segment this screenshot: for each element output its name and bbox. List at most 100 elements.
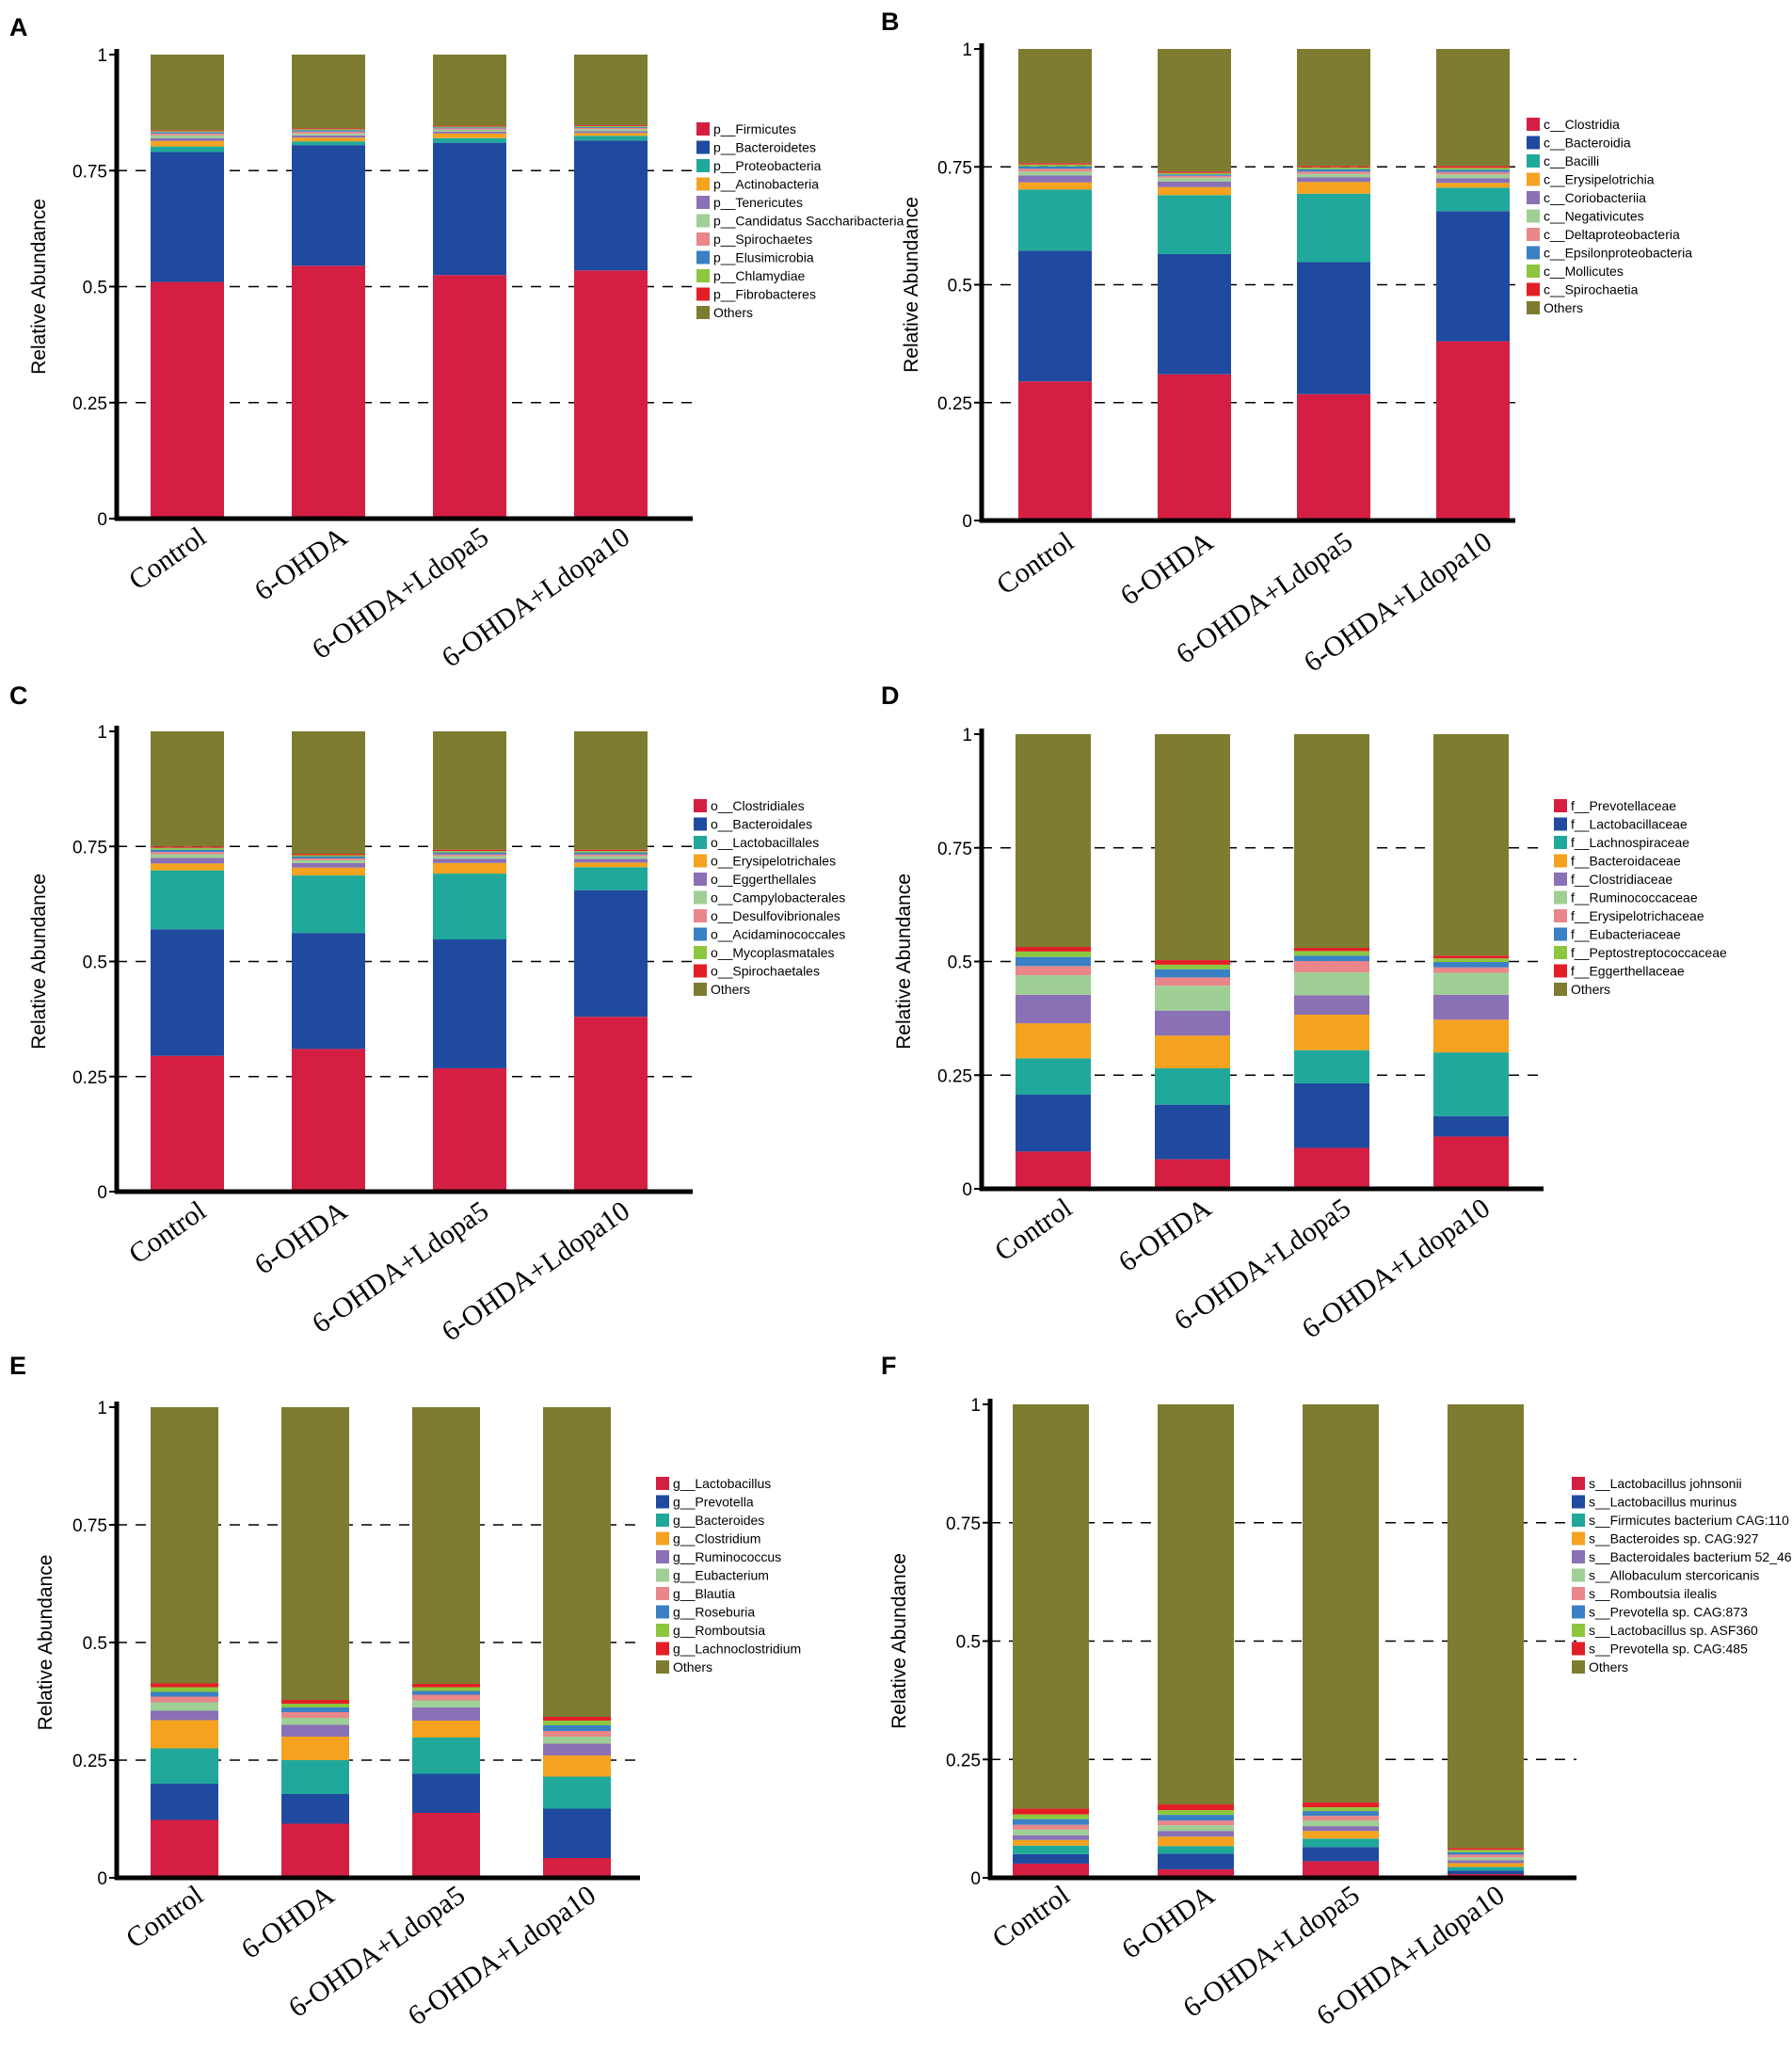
bar-segment: [1013, 1835, 1089, 1840]
bar-segment: [292, 55, 365, 129]
bar-segment: [1294, 1050, 1369, 1083]
bar-segment: [151, 137, 224, 141]
y-tick-label: 0.25: [72, 1068, 107, 1088]
bar-segment: [151, 731, 224, 847]
legend-label: s__Allobaculum stercoricanis: [1589, 1568, 1759, 1583]
bar-segment: [151, 130, 224, 132]
legend-swatch: [656, 1587, 669, 1600]
legend-label: o__Campylobacterales: [711, 890, 845, 905]
legend-label: c__Mollicutes: [1544, 264, 1624, 279]
legend-swatch: [1527, 264, 1540, 278]
x-tick-label: 6-OHDA: [1115, 526, 1220, 612]
legend-label: Others: [713, 305, 753, 320]
bar-segment: [281, 1823, 349, 1878]
bar-segment: [1158, 1831, 1234, 1837]
bar-segment: [574, 136, 648, 141]
bar-segment: [292, 1049, 365, 1192]
legend-swatch: [1527, 154, 1540, 168]
legend-label: s__Lactobacillus sp. ASF360: [1589, 1623, 1758, 1638]
legend-swatch: [694, 946, 707, 959]
legend-label: f__Bacteroidaceae: [1571, 854, 1681, 869]
panel-a: A 0 0.25 0.5 0.75 1 Relative Abundance Control 6…: [9, 13, 904, 674]
legend-label: o__Desulfovibrionales: [711, 908, 840, 923]
bar-segment: [292, 129, 365, 131]
bar-segment: [151, 1683, 218, 1688]
bar-segment: [1433, 1052, 1509, 1116]
bar-segment: [292, 131, 365, 134]
bar-segment: [292, 855, 365, 857]
legend-swatch: [694, 983, 707, 996]
bar-segment: [151, 1748, 218, 1784]
bar-segment: [1018, 164, 1092, 167]
bar-segment: [1297, 166, 1370, 168]
bar-segment: [151, 1819, 218, 1878]
bar-segment: [1018, 381, 1092, 521]
bar-segment: [151, 854, 224, 858]
bar-segment: [1155, 1159, 1230, 1189]
legend-swatch: [696, 214, 710, 228]
bar-segment: [1155, 964, 1230, 969]
bar-segment: [1155, 1104, 1230, 1160]
bar-segment: [1294, 1147, 1369, 1189]
legend-swatch: [1554, 927, 1567, 941]
bar-segment: [151, 1702, 218, 1711]
bar-segment: [1303, 1826, 1379, 1832]
legend-swatch: [656, 1531, 669, 1546]
legend-label: o__Mycoplasmatales: [711, 945, 835, 960]
legend: p__Firmicutes p__Bacteroidetes p__Proteoba…: [696, 121, 904, 320]
bar-segment: [151, 281, 224, 519]
bar-segment: [1016, 956, 1091, 967]
bar-segment: [151, 135, 224, 138]
y-tick-label: 0: [970, 1869, 981, 1889]
bar-segment: [543, 1858, 611, 1878]
y-tick-label: 0: [962, 1180, 972, 1200]
bar-segment: [1433, 1136, 1509, 1189]
bar-segment: [1158, 175, 1231, 178]
legend-swatch: [656, 1624, 669, 1637]
bar-segment: [151, 1710, 218, 1721]
bar-segment: [292, 857, 365, 860]
bar-segment: [1448, 1850, 1524, 1852]
bar-segment: [433, 939, 506, 1068]
y-tick-label: 0: [97, 510, 107, 530]
panel-letter: F: [881, 1352, 897, 1380]
bar-segment: [412, 1721, 480, 1738]
bar-segment: [543, 1743, 611, 1755]
bar-segment: [433, 275, 506, 519]
bar-segment: [433, 128, 506, 130]
bar-segment: [1158, 253, 1231, 375]
bar-segment: [1297, 171, 1370, 174]
legend-label: s__Bacteroidales bacterium 52_46: [1589, 1549, 1792, 1564]
bar-segment: [1294, 961, 1369, 973]
bar-segment: [151, 55, 224, 131]
y-tick-label: 0.5: [83, 953, 107, 973]
bar-segment: [543, 1737, 611, 1744]
legend-label: p__Chlamydiae: [713, 268, 805, 283]
bar-segment: [1448, 1851, 1524, 1855]
bar-segment: [1436, 49, 1510, 167]
bar-segment: [574, 889, 648, 1017]
bar-segment: [151, 847, 224, 850]
y-tick-label: 0.25: [946, 1751, 981, 1771]
bar-segment: [1018, 168, 1092, 172]
legend-swatch: [1554, 854, 1567, 868]
y-tick-label: 0.75: [72, 838, 107, 857]
legend-label: o__Clostridiales: [711, 798, 805, 813]
bar-segment: [412, 1684, 480, 1688]
bar-segment: [1297, 167, 1370, 169]
bar-segment: [292, 265, 365, 519]
panel-d: D 0 0.25 0.5 0.75 1 Relative Abundance Control 6…: [881, 681, 1727, 1345]
bar-segment: [1155, 1035, 1230, 1069]
legend-label: p__Elusimicrobia: [713, 250, 814, 265]
bar-segment: [151, 1784, 218, 1820]
legend-swatch: [1572, 1568, 1585, 1582]
legend: s__Lactobacillus johnsonii s__Lactobacill…: [1572, 1476, 1792, 1674]
bar-segment: [543, 1721, 611, 1725]
legend-label: g__Romboutsia: [673, 1623, 765, 1638]
legend-label: Others: [1544, 300, 1583, 315]
bar-segment: [433, 852, 506, 855]
bar-segment: [412, 1707, 480, 1721]
legend-swatch: [1554, 817, 1567, 831]
legend-label: g__Ruminococcus: [673, 1549, 781, 1564]
